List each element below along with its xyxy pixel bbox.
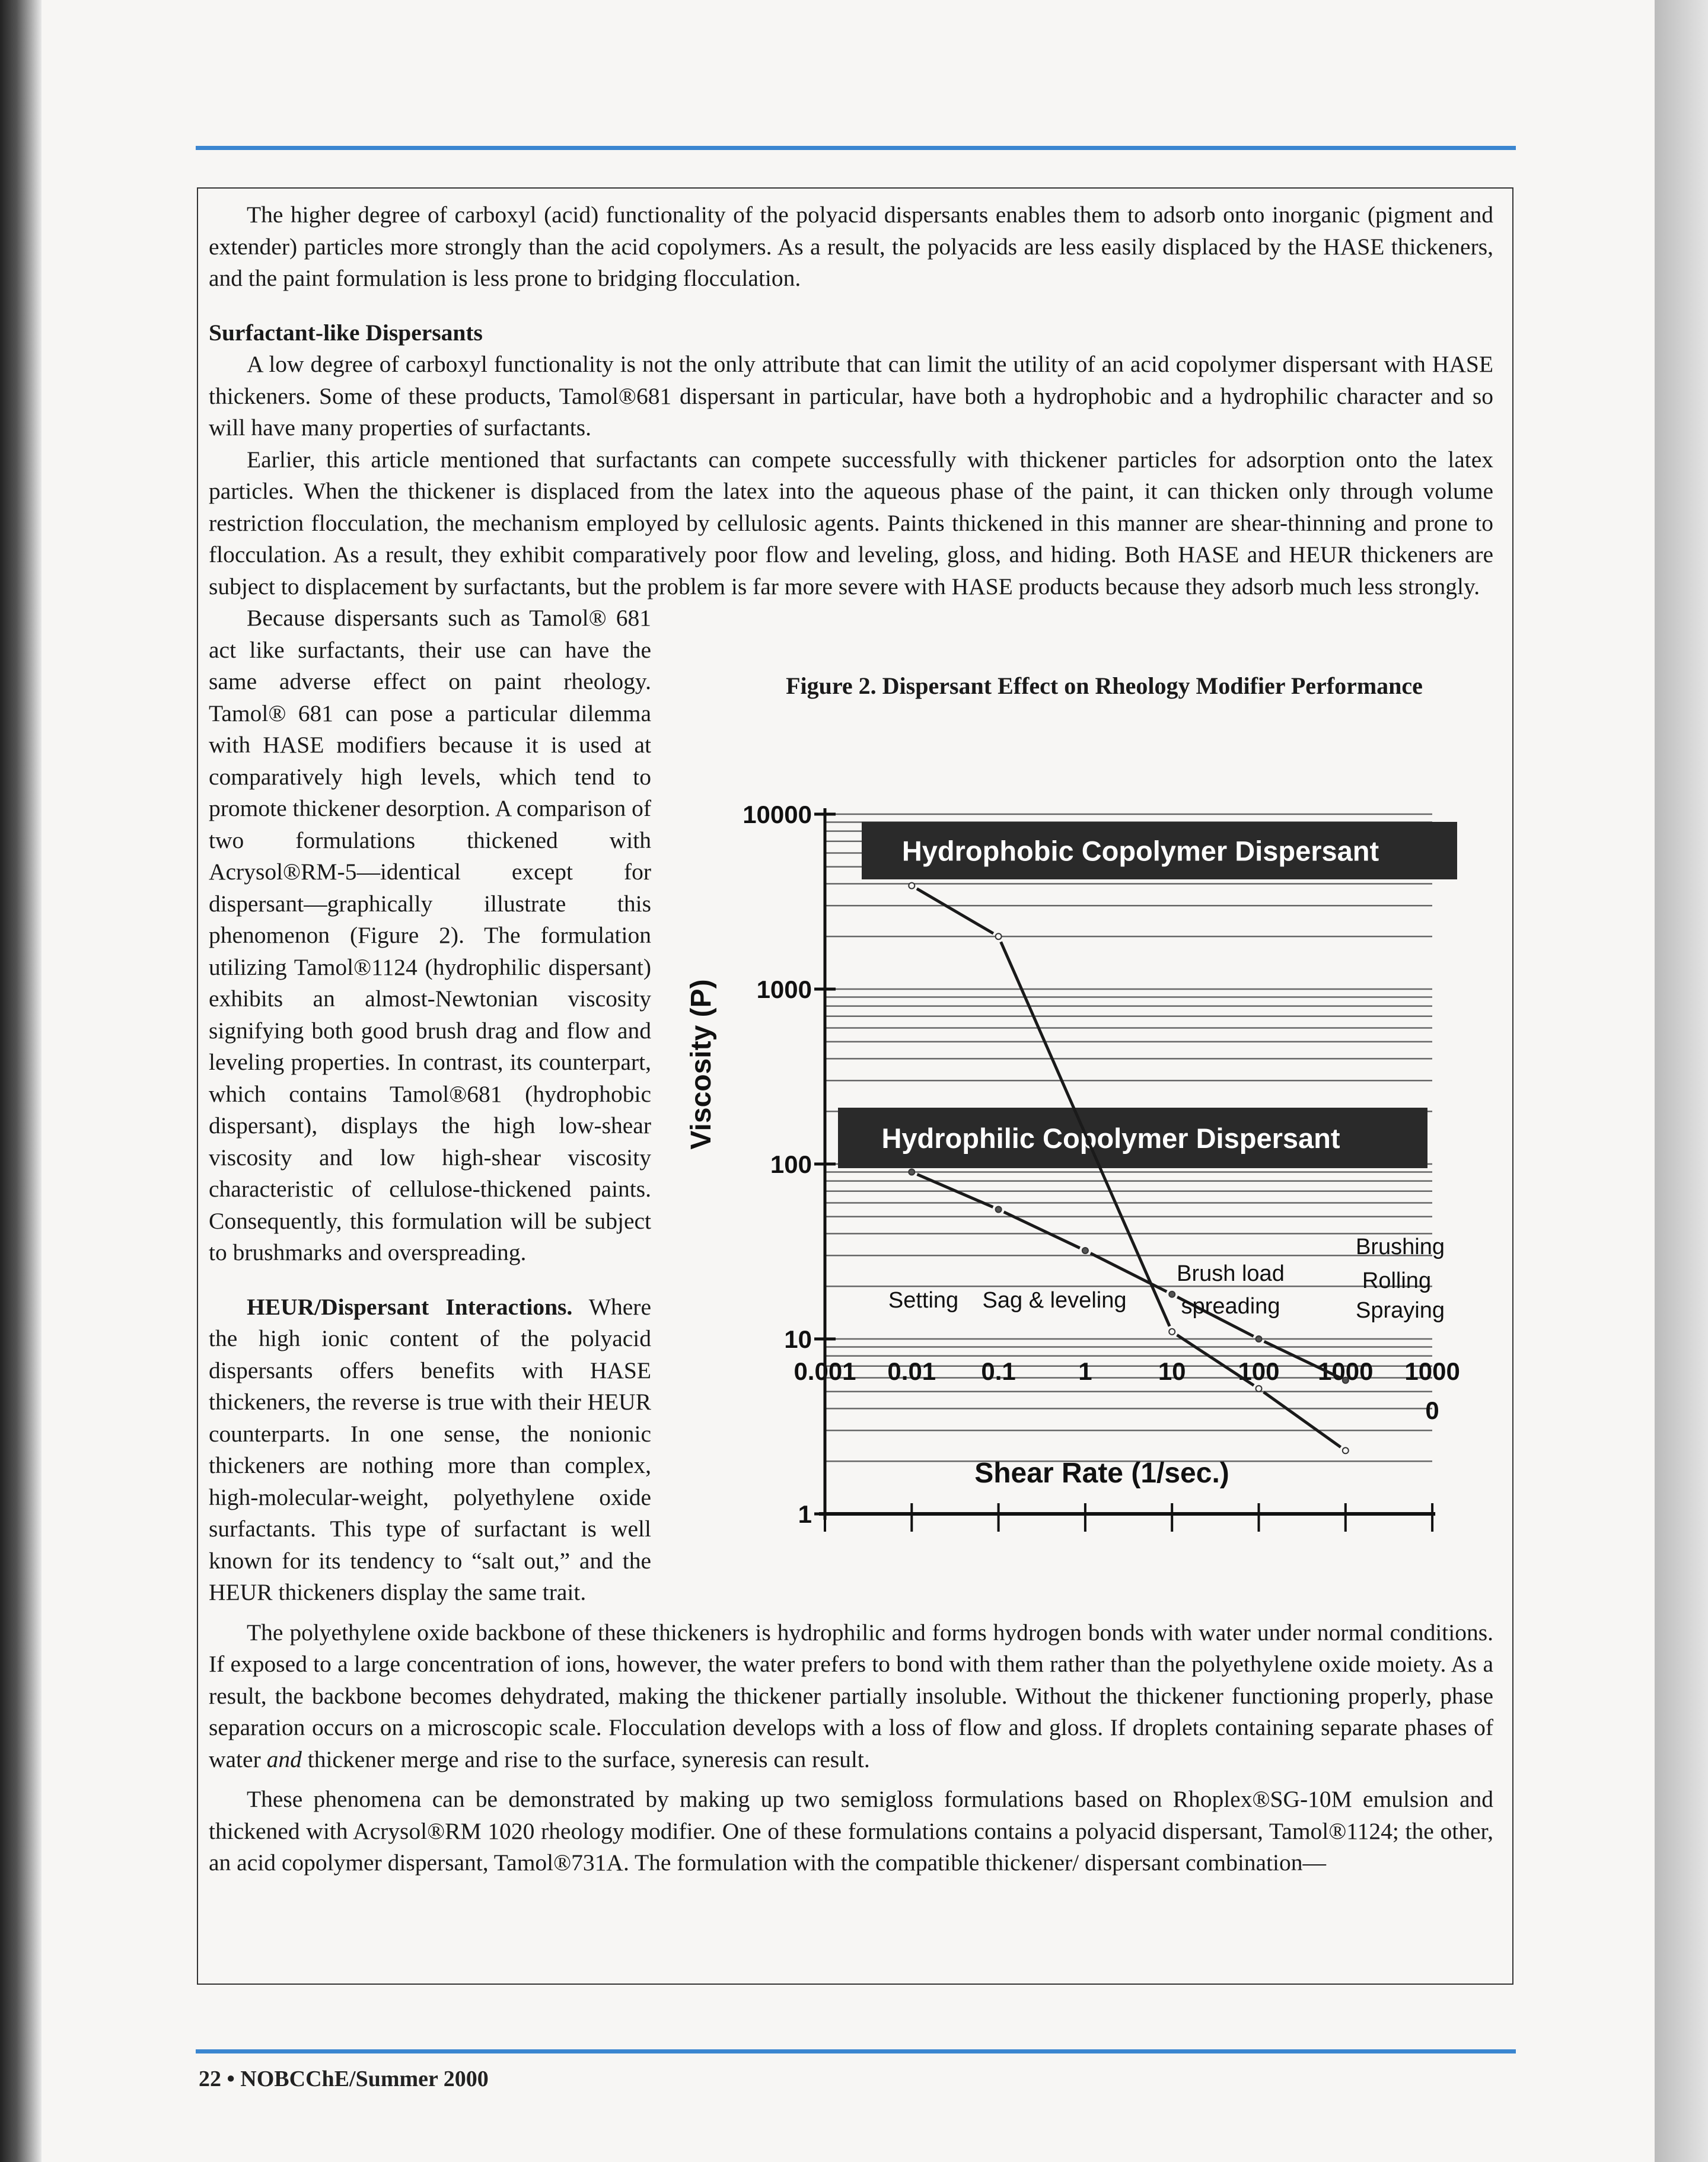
article-frame [197,187,1513,1985]
paragraph: Earlier, this article mentioned that sur… [209,444,1493,603]
next-page-edge [1655,0,1708,2162]
section-heading: HEUR/Dispersant Interactions. [247,1293,573,1320]
page-edge-shadow [0,0,42,2162]
emphasis: and [266,1746,302,1772]
paragraph: These phenomena can be demonstrated by m… [209,1786,1493,1876]
paragraph: A low degree of carboxyl functionality i… [209,351,1493,441]
paragraph: The polyethylene oxide backbone of these… [209,1617,1493,1776]
paragraph-text: Where the high ionic content of the poly… [209,1293,651,1606]
header-rule [196,146,1516,150]
paragraph: Because dispersants such as Tamol® 681 a… [209,605,651,1265]
footer-rule [196,2049,1516,2053]
paragraph-text: Earlier, this article mentioned that sur… [209,446,1493,600]
paragraph: HEUR/Dispersant Interactions. Where the … [209,1292,1493,1609]
page-footer: 22 • NOBCChE/Summer 2000 [199,2067,489,2091]
paragraph-text: thickener merge and rise to the surface,… [301,1746,870,1772]
section-heading: Surfactant-like Dispersants [209,319,483,346]
paragraph-text: The polyethylene oxide backbone of these… [209,1619,1493,1772]
article-body: The higher degree of carboxyl (acid) fun… [209,199,1493,1879]
paragraph: The higher degree of carboxyl (acid) fun… [209,202,1493,291]
figure-space [651,444,1493,1605]
